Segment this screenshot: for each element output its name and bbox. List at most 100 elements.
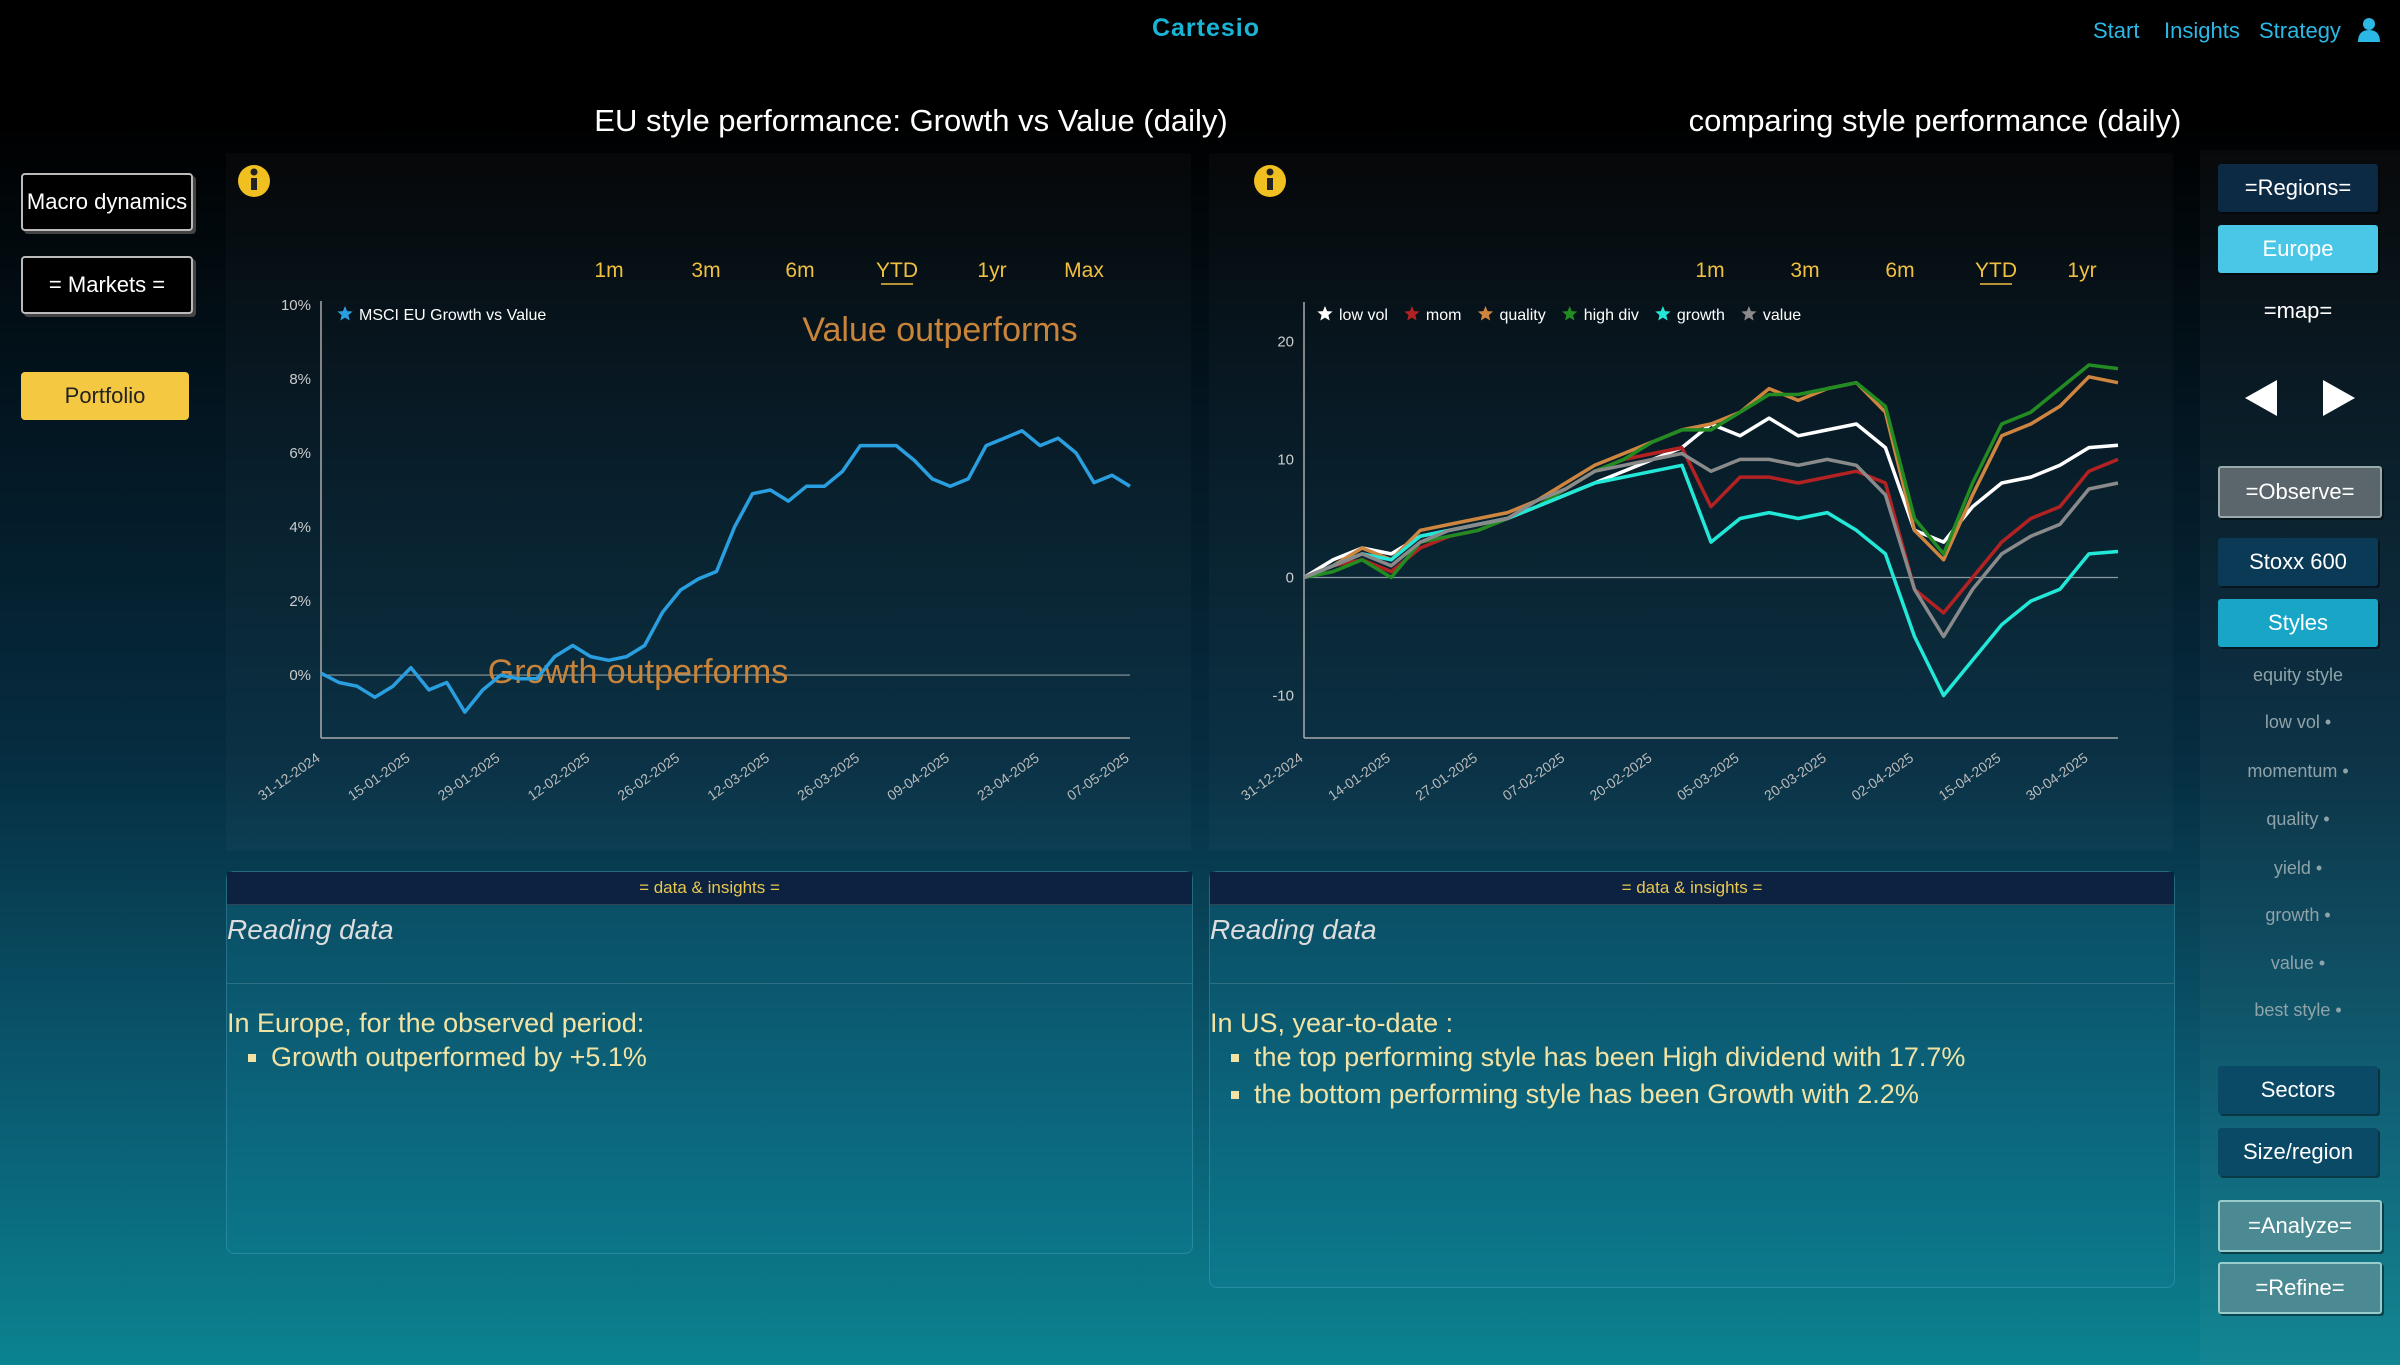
x-tick-label: 05-03-2025 — [1674, 749, 1742, 803]
series-line — [1303, 463, 2119, 698]
y-tick-label: 10 — [1277, 451, 1294, 468]
sidebar-button[interactable]: =Observe= — [2218, 466, 2382, 518]
user-icon[interactable] — [2356, 16, 2382, 42]
sidebar-item[interactable]: low vol • — [2264, 712, 2332, 732]
legend-marker — [1317, 306, 1333, 321]
x-tick-label: 27-01-2025 — [1412, 749, 1480, 803]
x-tick-label: 12-02-2025 — [525, 749, 593, 803]
legend-label: growth — [1677, 307, 1725, 324]
sidebar-button[interactable]: Stoxx 600 — [2218, 538, 2378, 586]
legend-label: value — [1763, 307, 1801, 324]
range-button[interactable]: 3m — [1790, 259, 1819, 282]
insight-intro: In US, year-to-date : — [1210, 1008, 1454, 1038]
sidebar-item[interactable]: yield • — [2273, 858, 2323, 878]
sidebar-button[interactable]: =Regions= — [2218, 164, 2378, 212]
insight-bullet: the top performing style has been High d… — [1254, 1042, 1965, 1073]
series-line — [1303, 363, 2119, 580]
x-tick-label: 30-04-2025 — [2023, 749, 2091, 803]
insight-bullet: Growth outperformed by +5.1% — [271, 1042, 647, 1073]
sidebar-item[interactable]: best style • — [2254, 1000, 2342, 1020]
x-tick-label: 09-04-2025 — [884, 749, 952, 803]
sidebar-button[interactable]: Sectors — [2218, 1066, 2378, 1114]
info-icon[interactable] — [1254, 165, 1286, 197]
y-tick-label: 2% — [289, 593, 311, 610]
x-tick-label: 31-12-2024 — [255, 749, 323, 803]
legend-label: low vol — [1339, 307, 1388, 324]
sidebar-item[interactable]: quality • — [2266, 809, 2330, 829]
chart-title: EU style performance: Growth vs Value (d… — [594, 103, 1227, 138]
annotation: Growth outperforms — [488, 653, 788, 691]
x-tick-label: 12-03-2025 — [704, 749, 772, 803]
legend-marker — [1741, 306, 1757, 321]
sidebar-button[interactable]: Size/region — [2218, 1128, 2378, 1176]
insight-header: = data & insights = — [1210, 872, 2174, 905]
y-tick-label: 8% — [289, 371, 311, 388]
legend-marker — [1404, 306, 1420, 321]
legend-label: quality — [1499, 307, 1545, 324]
range-button[interactable]: Max — [1064, 259, 1104, 282]
range-button[interactable]: 1m — [1695, 259, 1724, 282]
range-button[interactable]: YTD — [876, 259, 918, 282]
insight-title: Reading data — [1210, 914, 1377, 945]
nav-button[interactable]: Macro dynamics — [21, 173, 193, 231]
x-tick-label: 02-04-2025 — [1848, 749, 1916, 803]
annotation: Value outperforms — [802, 311, 1077, 349]
nav-link[interactable]: Strategy — [2259, 18, 2341, 43]
sidebar-button[interactable]: =Analyze= — [2218, 1200, 2382, 1252]
nav-link[interactable]: Start — [2093, 18, 2140, 43]
x-tick-label: 26-02-2025 — [614, 749, 682, 803]
x-tick-label: 23-04-2025 — [974, 749, 1042, 803]
range-button[interactable]: 6m — [785, 259, 814, 282]
y-tick-label: 6% — [289, 445, 311, 462]
x-tick-label: 31-12-2024 — [1238, 749, 1306, 803]
series-line — [320, 429, 1131, 714]
sidebar-item[interactable]: value • — [2270, 953, 2326, 973]
map-arrows[interactable] — [2245, 378, 2355, 418]
x-tick-label: 15-01-2025 — [345, 749, 413, 803]
range-button[interactable]: 1m — [594, 259, 623, 282]
range-button[interactable]: 1yr — [977, 259, 1006, 282]
sidebar-item[interactable]: momentum • — [2247, 761, 2349, 781]
separator — [1210, 983, 2174, 984]
nav-link[interactable]: Insights — [2164, 18, 2240, 43]
range-button[interactable]: 1yr — [2067, 259, 2096, 282]
insight-list: the top performing style has been High d… — [1210, 1042, 1965, 1116]
sidebar-button[interactable]: Styles — [2218, 599, 2378, 647]
nav-button[interactable]: = Markets = — [21, 256, 193, 314]
x-tick-label: 26-03-2025 — [794, 749, 862, 803]
brand[interactable]: Cartesio — [1151, 14, 1261, 42]
x-tick-label: 14-01-2025 — [1325, 749, 1393, 803]
sidebar-item[interactable]: equity style — [2252, 665, 2344, 685]
insight-header: = data & insights = — [227, 872, 1192, 905]
legend-marker — [1477, 306, 1494, 321]
insight-panel: = data & insights = Reading data In Euro… — [226, 871, 1193, 1254]
range-button[interactable]: 3m — [691, 259, 720, 282]
sidebar-button[interactable]: =map= — [2263, 298, 2333, 323]
info-icon[interactable] — [238, 165, 270, 197]
legend-label: MSCI EU Growth vs Value — [359, 307, 546, 324]
range-button[interactable]: YTD — [1975, 259, 2017, 282]
nav-button[interactable]: Portfolio — [21, 372, 189, 420]
chart-title: comparing style performance (daily) — [1689, 103, 2182, 138]
y-tick-label: 10% — [281, 297, 311, 314]
x-tick-label: 29-01-2025 — [435, 749, 503, 803]
sidebar-item[interactable]: growth • — [2265, 905, 2331, 925]
x-tick-label: 07-05-2025 — [1064, 749, 1132, 803]
y-tick-label: -10 — [1272, 688, 1294, 705]
series-line — [1303, 445, 2119, 615]
series-line — [1303, 375, 2119, 580]
range-button[interactable]: 6m — [1885, 259, 1914, 282]
x-tick-label: 20-03-2025 — [1761, 749, 1829, 803]
legend-label: high div — [1584, 307, 1639, 324]
y-tick-label: 0% — [289, 667, 311, 684]
x-tick-label: 07-02-2025 — [1500, 749, 1568, 803]
sidebar-button[interactable]: =Refine= — [2218, 1262, 2382, 1314]
legend-marker — [337, 306, 353, 321]
sidebar-button[interactable]: Europe — [2218, 225, 2378, 273]
series-line — [1303, 451, 2119, 639]
insight-list: Growth outperformed by +5.1% — [227, 1042, 647, 1079]
series-line — [1303, 416, 2119, 579]
legend-label: mom — [1426, 307, 1462, 324]
